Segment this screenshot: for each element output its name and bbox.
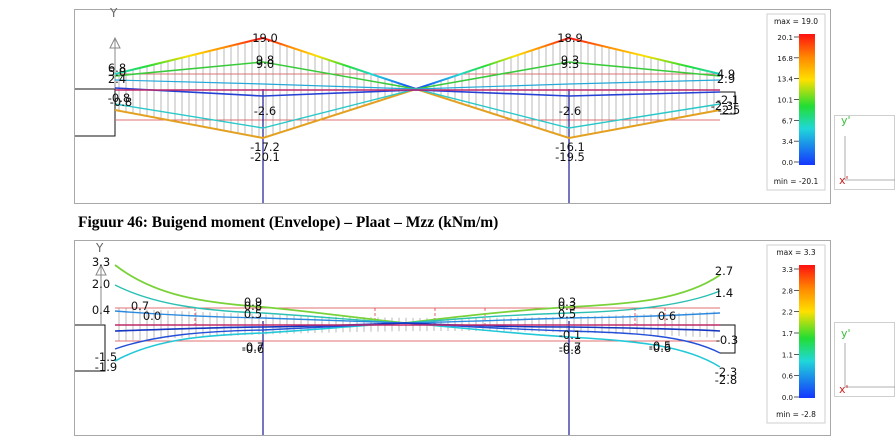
value-label: 0.9 [244, 295, 262, 309]
legend-tick-label: 13.4 [777, 76, 793, 84]
legend-color-bar [799, 34, 815, 165]
support-bracket-right-bottom [720, 324, 736, 354]
legend-min-text: min = -20.1 [774, 177, 819, 186]
value-label: 9.3 [561, 57, 579, 71]
value-label: 19.0 [252, 31, 278, 45]
value-label: -1.5 [95, 350, 117, 364]
value-label: -2.3 [711, 99, 733, 113]
figure-caption: Figuur 46: Buigend moment (Envelope) – P… [78, 214, 499, 231]
value-label: -0.7 [559, 340, 581, 354]
legend-tick-label: 3.3 [782, 266, 793, 274]
envelope-mid-curve [114, 61, 721, 90]
top-side-axis-box: y' x' [834, 114, 895, 190]
value-label: -0.8 [108, 91, 130, 105]
support-bracket-left-bottom [75, 324, 106, 372]
value-label: 0.4 [92, 303, 110, 317]
bottom-side-axis-box: y' x' [834, 322, 895, 397]
envelope-min-curve-bottom [114, 322, 721, 368]
envelope-max-curve-bottom [114, 264, 721, 324]
top-diagram-panel: 19.0 9.8 9.0 -2.6 -17.2 -20.1 18.9 9.3 9.3 -2.6 -1… [74, 9, 831, 204]
support-bracket-left [75, 88, 116, 137]
value-label: -0.5 [649, 339, 671, 353]
value-label: -2.8 [715, 373, 737, 387]
side-axis-y-label: y' [841, 116, 851, 127]
bottom-value-labels: 3.32.00.4 0.70.0-1.5-1.90.90.80.5-0.7-0.6… [92, 255, 738, 387]
legend-tick-label: 2.8 [782, 287, 793, 295]
value-label: 1.4 [715, 286, 733, 300]
value-label: 0.8 [244, 299, 262, 313]
value-label: -0.1 [559, 328, 581, 342]
bottom-legend: max = 3.3 3.3 2.8 2.2 1.7 1.1 0.6 0.0 min = -2… [766, 244, 826, 424]
value-label: 2.9 [717, 72, 735, 86]
value-label: -0.8 [559, 343, 581, 357]
value-label: -0.8 [110, 95, 132, 109]
value-label: -17.2 [250, 140, 280, 154]
legend-min-text-bottom: min = -2.8 [776, 410, 816, 419]
value-label: -19.5 [555, 150, 585, 164]
side-axis-y-label-bottom: y' [841, 327, 851, 340]
top-diagram: 19.0 9.89.0 -2.6 -17.2-20.1 18.9 9.39.3 -2.6 -1… [75, 13, 826, 203]
value-label: -2.1 [717, 93, 739, 107]
value-label: -2.6 [254, 104, 276, 118]
value-label: 9.3 [561, 53, 579, 67]
legend-color-bar-bottom [799, 265, 815, 398]
value-label: -2.5 [718, 103, 740, 117]
value-label: -20.1 [250, 150, 280, 164]
y-axis-label-top: Y [110, 6, 118, 20]
legend-tick-label: 20.1 [777, 34, 793, 42]
legend-tick-label: 1.1 [782, 351, 793, 359]
value-label: -0.6 [242, 342, 264, 356]
value-label: -16.1 [555, 140, 585, 154]
side-axis-x-label-bottom: x' [839, 383, 849, 396]
value-label: -0.7 [242, 340, 264, 354]
envelope-max-curve [114, 36, 721, 91]
value-label: 0.6 [658, 309, 676, 323]
value-label: 2.0 [92, 277, 110, 291]
value-label: 3.3 [92, 255, 110, 269]
value-label: -0.3 [716, 333, 738, 347]
legend-tick-label: 10.1 [777, 97, 793, 105]
value-label: 18.9 [557, 31, 583, 45]
top-value-labels: 19.0 9.89.0 -2.6 -17.2-20.1 18.9 9.39.3 -2.6 -1… [108, 31, 740, 164]
value-label: 0.3 [558, 295, 576, 309]
value-label: 9.0 [256, 57, 274, 71]
legend-max-text-bottom: max = 3.3 [776, 248, 816, 257]
bottom-diagram-panel: 3.3 2.0 0.4 0.7 0.0 -1.5 -1.9 0.9 0.8 0.5 -0.7 -0.6… [74, 240, 831, 436]
top-legend: max = 19.0 20.1 16.8 13.4 10.1 6.7 3.4 0.0 min… [766, 13, 826, 191]
value-label: -1.9 [95, 360, 117, 374]
legend-tick-label: 6.7 [782, 117, 793, 125]
value-label: 0.5 [244, 307, 262, 321]
value-label: 0.0 [143, 309, 161, 323]
value-label: -2.6 [559, 104, 581, 118]
legend-tick-label: 0.6 [782, 373, 794, 381]
legend-tick-label: 0.0 [782, 159, 793, 167]
value-label: 6.8 [108, 61, 126, 75]
legend-tick-label: 1.7 [782, 330, 793, 338]
legend-tick-label: 16.8 [777, 55, 793, 63]
bottom-diagram: 3.32.00.4 0.70.0-1.5-1.90.90.80.5-0.7-0.6… [75, 244, 826, 435]
value-label: -2.3 [715, 365, 737, 379]
value-label: 9.8 [256, 53, 274, 67]
y-axis-label-bottom: Y [96, 241, 104, 255]
legend-tick-label: 3.4 [782, 138, 794, 146]
side-axis-x-label: x' [839, 174, 849, 187]
legend-tick-label: 0.0 [782, 394, 793, 402]
value-label: -0.6 [649, 341, 671, 355]
value-label: 4.9 [717, 67, 735, 81]
value-label: 5.0 [108, 65, 126, 79]
value-label: 0.7 [131, 299, 149, 313]
legend-max-text: max = 19.0 [774, 17, 818, 26]
value-label: 2.7 [715, 264, 733, 278]
value-label: 0.3 [558, 299, 576, 313]
value-label: 0.5 [558, 307, 576, 321]
support-bracket-right [720, 91, 736, 115]
envelope-cyan-curve [114, 79, 721, 90]
value-label: 2.4 [108, 72, 126, 86]
envelope-min-curve [114, 87, 721, 140]
legend-tick-label: 2.2 [782, 309, 793, 317]
